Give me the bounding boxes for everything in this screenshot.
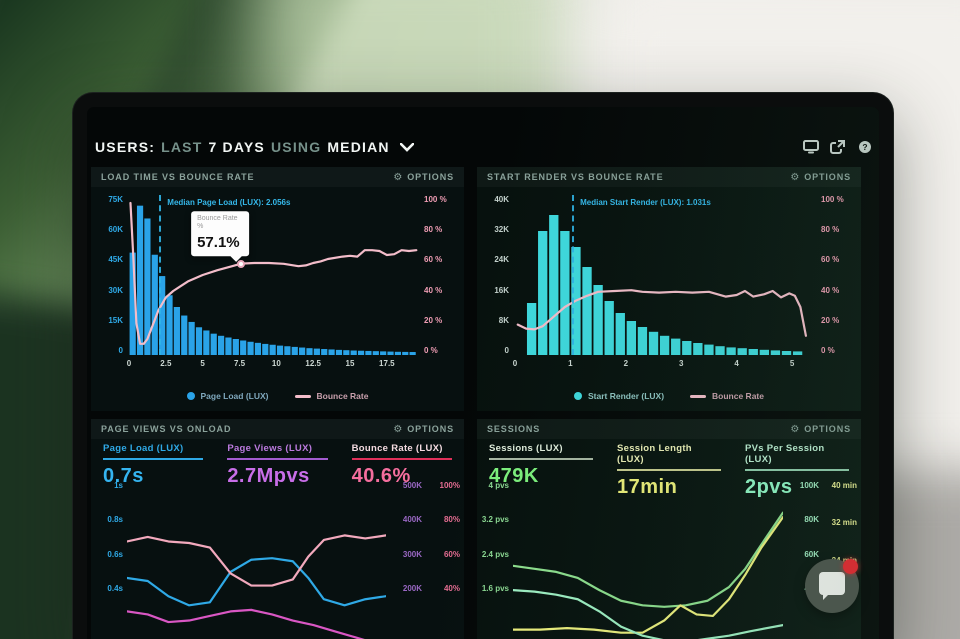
metric-value: 0.7s xyxy=(103,465,144,487)
metric-label: Session Length (LUX) xyxy=(616,443,721,471)
view-selector[interactable]: USERS: LAST 7 DAYS USING MEDIAN xyxy=(95,139,414,155)
page-views-chart[interactable] xyxy=(127,505,386,639)
title-users: USERS: xyxy=(95,139,156,155)
metric-value: 2.7Mpvs xyxy=(227,465,310,487)
metric-sessions[interactable]: Sessions (LUX) 479K xyxy=(477,441,605,497)
chat-widget-button[interactable] xyxy=(805,559,859,613)
legend-dot xyxy=(573,392,582,400)
panel-start-render-header: START RENDER VS BOUNCE RATE ⚙ OPTIONS xyxy=(477,167,861,187)
panel-load-time: LOAD TIME VS BOUNCE RATE ⚙ OPTIONS 75K 60K… xyxy=(91,167,464,411)
chat-bubble-icon xyxy=(819,572,845,595)
share-icon[interactable] xyxy=(829,140,846,155)
panel-title: SESSIONS xyxy=(487,424,541,434)
gear-icon: ⚙ xyxy=(393,423,404,435)
start-render-histogram xyxy=(515,215,817,355)
options-button[interactable]: ⚙ OPTIONS xyxy=(790,423,851,435)
load-time-chart[interactable]: Median Page Load (LUX): 2.056s Bounce Ra… xyxy=(129,195,420,355)
tooltip: Bounce Rate % 57.1% xyxy=(191,210,250,257)
sessions-chart[interactable] xyxy=(513,505,783,639)
x-axis: 0 2.5 5 7.5 10 12.5 15 17.5 xyxy=(126,359,395,368)
y-axis-right-bounce: 100% 80% 60% 40% xyxy=(439,481,460,593)
metric-label: PVs Per Session (LUX) xyxy=(744,443,849,471)
median-annotation: Median Start Render (LUX): 1.031s xyxy=(580,198,711,207)
metric-label: Sessions (LUX) xyxy=(489,443,593,460)
dashboard-screen: USERS: LAST 7 DAYS USING MEDIAN ? xyxy=(87,107,879,639)
options-button[interactable]: ⚙ OPTIONS xyxy=(393,423,454,435)
title-using: USING xyxy=(270,139,322,155)
panel-start-render: START RENDER VS BOUNCE RATE ⚙ OPTIONS 40K… xyxy=(477,167,861,411)
notification-badge xyxy=(843,559,858,574)
header-icons: ? xyxy=(802,140,873,155)
legend: Page Load (LUX) Bounce Rate xyxy=(91,389,464,403)
load-time-histogram xyxy=(129,195,420,355)
legend: Start Render (LUX) Bounce Rate xyxy=(477,389,861,403)
panel-page-views: PAGE VIEWS VS ONLOAD ⚙ OPTIONS Page Load … xyxy=(91,419,464,639)
y-axis-right-pageviews: 500K 400K 300K 200K xyxy=(402,481,422,593)
panel-title: START RENDER VS BOUNCE RATE xyxy=(487,172,664,182)
gear-icon: ⚙ xyxy=(790,171,801,183)
legend-line xyxy=(690,394,707,398)
legend-line xyxy=(294,394,311,398)
median-line xyxy=(572,195,575,355)
y-axis-right: 100 % 80 % 60 % 40 % 20 % 0 % xyxy=(821,195,844,355)
legend-bounce-rate: Bounce Rate xyxy=(294,391,368,401)
metric-page-views[interactable]: Page Views (LUX) 2.7Mpvs xyxy=(215,441,339,497)
legend-bounce-rate: Bounce Rate xyxy=(690,391,764,401)
legend-dot xyxy=(186,392,195,400)
gear-icon: ⚙ xyxy=(393,171,404,183)
legend-page-load: Page Load (LUX) xyxy=(186,391,269,401)
panel-title: LOAD TIME VS BOUNCE RATE xyxy=(101,172,255,182)
chevron-down-icon xyxy=(399,142,414,152)
metric-cards: Sessions (LUX) 479K Session Length (LUX)… xyxy=(477,441,861,498)
tooltip-value: 57.1% xyxy=(197,234,240,252)
tooltip-label: Bounce Rate % xyxy=(197,214,238,231)
title-7days: 7 DAYS xyxy=(208,139,265,155)
metric-pvs-per-session[interactable]: PVs Per Session (LUX) 2pvs xyxy=(733,441,861,498)
panel-load-time-header: LOAD TIME VS BOUNCE RATE ⚙ OPTIONS xyxy=(91,167,464,187)
sessions-lines xyxy=(513,505,783,639)
metric-value: 2pvs xyxy=(744,476,793,498)
title-median: MEDIAN xyxy=(327,139,390,155)
metric-label: Bounce Rate (LUX) xyxy=(351,443,452,460)
median-annotation: Median Page Load (LUX): 2.056s xyxy=(167,198,291,207)
metric-cards: Page Load (LUX) 0.7s Page Views (LUX) 2.… xyxy=(91,441,464,497)
metric-bounce-rate[interactable]: Bounce Rate (LUX) 40.6% xyxy=(340,441,464,497)
laptop-bezel: USERS: LAST 7 DAYS USING MEDIAN ? xyxy=(73,93,893,639)
panel-sessions: SESSIONS ⚙ OPTIONS Sessions (LUX) 479K Se… xyxy=(477,419,861,639)
metric-value: 40.6% xyxy=(351,465,411,487)
options-button[interactable]: ⚙ OPTIONS xyxy=(790,171,851,183)
metric-session-length[interactable]: Session Length (LUX) 17min xyxy=(605,441,733,498)
page-views-lines xyxy=(127,505,386,639)
title-last: LAST xyxy=(161,139,203,155)
y-axis-left: 75K 60K 45K 30K 15K 0 xyxy=(108,195,123,355)
gear-icon: ⚙ xyxy=(790,423,801,435)
metric-label: Page Load (LUX) xyxy=(103,443,204,460)
panel-page-views-header: PAGE VIEWS VS ONLOAD ⚙ OPTIONS xyxy=(91,419,464,439)
legend-start-render: Start Render (LUX) xyxy=(573,391,664,401)
median-line xyxy=(159,195,162,355)
y-axis-right: 100 % 80 % 60 % 40 % 20 % 0 % xyxy=(424,195,447,355)
metric-label: Page Views (LUX) xyxy=(227,443,328,460)
display-icon[interactable] xyxy=(802,140,819,155)
dashboard-header: USERS: LAST 7 DAYS USING MEDIAN ? xyxy=(95,133,873,161)
data-point-marker xyxy=(236,259,245,268)
options-button[interactable]: ⚙ OPTIONS xyxy=(393,171,454,183)
y-axis-left: 40K 32K 24K 16K 8K 0 xyxy=(494,195,509,355)
panel-sessions-header: SESSIONS ⚙ OPTIONS xyxy=(477,419,861,439)
metric-value: 17min xyxy=(616,476,678,498)
metric-value: 479K xyxy=(489,465,539,487)
start-render-chart[interactable]: Median Start Render (LUX): 1.031s xyxy=(515,195,817,355)
panel-title: PAGE VIEWS VS ONLOAD xyxy=(101,424,232,434)
y-axis-left: 4 pvs 3.2 pvs 2.4 pvs 1.6 pvs xyxy=(481,481,509,593)
metric-page-load[interactable]: Page Load (LUX) 0.7s xyxy=(91,441,215,497)
help-icon[interactable]: ? xyxy=(856,140,873,155)
svg-text:?: ? xyxy=(862,142,867,152)
y-axis-left: 1s 0.8s 0.6s 0.4s xyxy=(107,481,123,593)
